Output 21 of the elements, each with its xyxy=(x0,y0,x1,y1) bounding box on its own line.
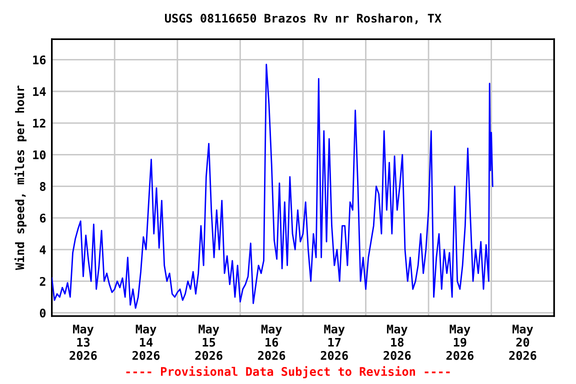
x-tick-label: May 18 2026 xyxy=(384,324,411,360)
x-tick-label: May 13 2026 xyxy=(70,324,97,360)
x-tick-label: May 20 2026 xyxy=(509,324,536,360)
y-axis-title: Wind speed, miles per hour xyxy=(14,86,27,270)
line-series xyxy=(52,64,494,309)
x-tick-label: May 16 2026 xyxy=(258,324,286,360)
y-tick-label: 12 xyxy=(33,118,46,128)
x-tick-label: May 17 2026 xyxy=(320,324,348,360)
y-tick-label: 14 xyxy=(33,87,46,96)
y-tick-label: 8 xyxy=(40,182,46,191)
x-tick-label: May 19 2026 xyxy=(446,324,474,360)
y-tick-label: 6 xyxy=(40,214,46,223)
x-tick-label: May 15 2026 xyxy=(195,324,222,360)
y-tick-label: 10 xyxy=(33,150,46,160)
y-tick-label: 0 xyxy=(40,308,46,318)
x-tick-label: May 14 2026 xyxy=(132,324,160,360)
y-tick-label: 4 xyxy=(40,245,46,254)
text: ---- Provisional Data Subject to Revision ---- xyxy=(126,366,450,378)
y-tick-label: 2 xyxy=(40,276,46,286)
chart-title: USGS 08116650 Brazos Rv nr Rosharon, TX xyxy=(164,14,442,24)
y-tick-label: 16 xyxy=(33,55,46,64)
